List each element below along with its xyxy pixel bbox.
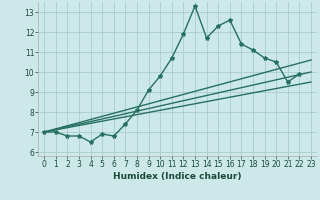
X-axis label: Humidex (Indice chaleur): Humidex (Indice chaleur) [113,172,242,181]
